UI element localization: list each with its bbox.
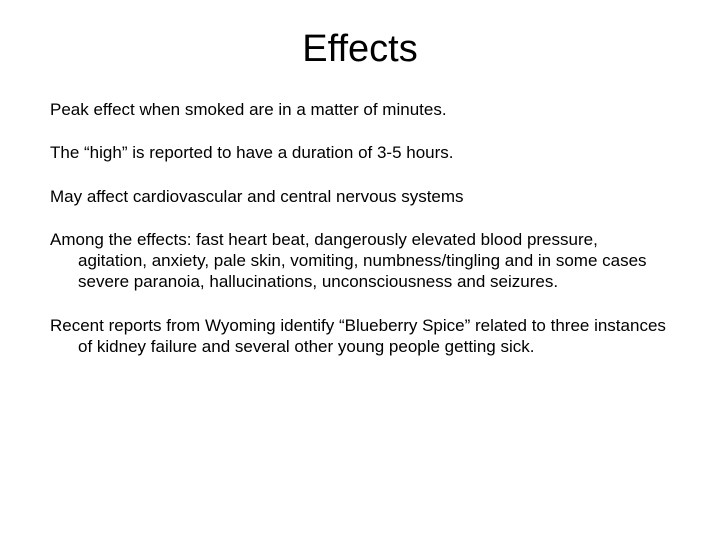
slide-title: Effects [50,28,670,71]
paragraph: Peak effect when smoked are in a matter … [50,99,670,120]
slide-body: Peak effect when smoked are in a matter … [50,99,670,357]
paragraph: May affect cardiovascular and central ne… [50,186,670,207]
paragraph: Recent reports from Wyoming identify “Bl… [50,315,670,358]
paragraph: Among the effects: fast heart beat, dang… [50,229,670,293]
paragraph: The “high” is reported to have a duratio… [50,142,670,163]
